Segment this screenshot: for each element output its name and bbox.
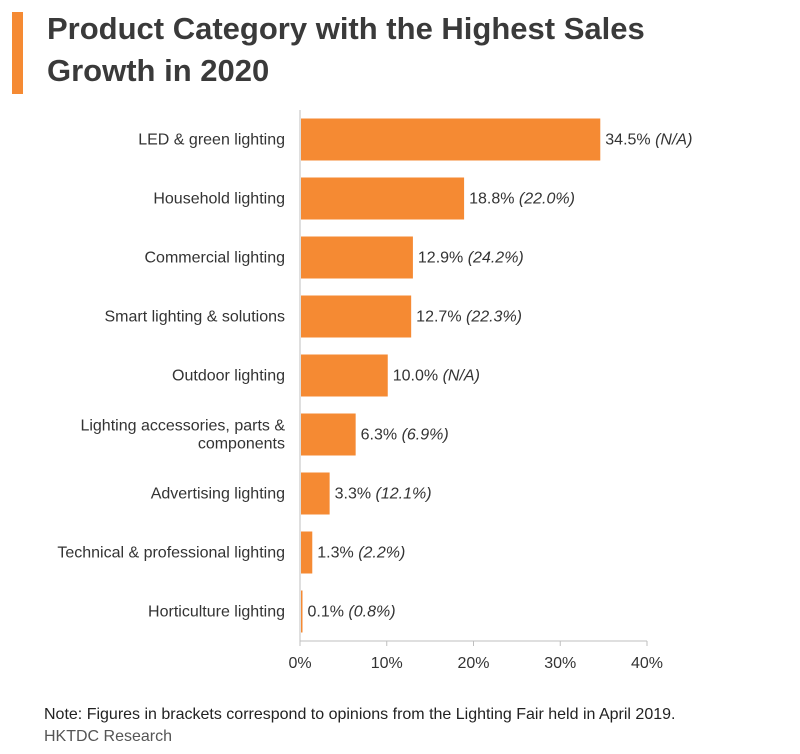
bar [301,590,303,633]
category-label: Smart lighting & solutions [104,309,285,326]
data-label: 3.3% (12.1%) [335,486,432,503]
data-label: 6.3% (6.9%) [361,427,449,444]
data-label: 0.1% (0.8%) [308,604,396,621]
chart-title-line-1: Product Category with the Highest Sales [47,11,645,46]
data-label: 1.3% (2.2%) [317,545,405,562]
category-label: Household lighting [153,191,285,208]
data-label: 12.7% (22.3%) [416,309,522,326]
category-label: Advertising lighting [151,486,285,503]
bar [301,472,330,515]
category-label: Commercial lighting [145,250,286,267]
bar [301,118,601,161]
bar [301,295,412,338]
bar [301,177,465,220]
x-tick-label: 40% [631,655,663,672]
x-tick-label: 0% [288,655,311,672]
chart-title-line-2: Growth in 2020 [47,53,270,88]
title-accent-bar [12,12,23,94]
x-tick-label: 20% [457,655,489,672]
footnote: Note: Figures in brackets correspond to … [44,706,676,723]
bar [301,354,388,397]
bar [301,236,413,279]
category-label: Lighting accessories, parts & components [80,418,285,453]
bar [301,531,313,574]
data-label: 34.5% (N/A) [605,132,692,149]
x-tick-label: 30% [544,655,576,672]
data-label: 12.9% (24.2%) [418,250,524,267]
category-label: LED & green lighting [138,132,285,149]
chart-title: Product Category with the Highest Sales … [47,8,767,92]
category-label: Horticulture lighting [148,604,285,621]
x-tick-label: 10% [371,655,403,672]
bar-chart: 0% 10% 20% 30% 40% LED & green lighting 34.5% … [57,110,692,672]
data-label: 10.0% (N/A) [393,368,480,385]
category-label: Outdoor lighting [172,368,285,385]
bar [301,413,356,456]
source-label: HKTDC Research [44,728,173,745]
data-label: 18.8% (22.0%) [469,191,575,208]
category-label: Technical & professional lighting [57,545,285,562]
